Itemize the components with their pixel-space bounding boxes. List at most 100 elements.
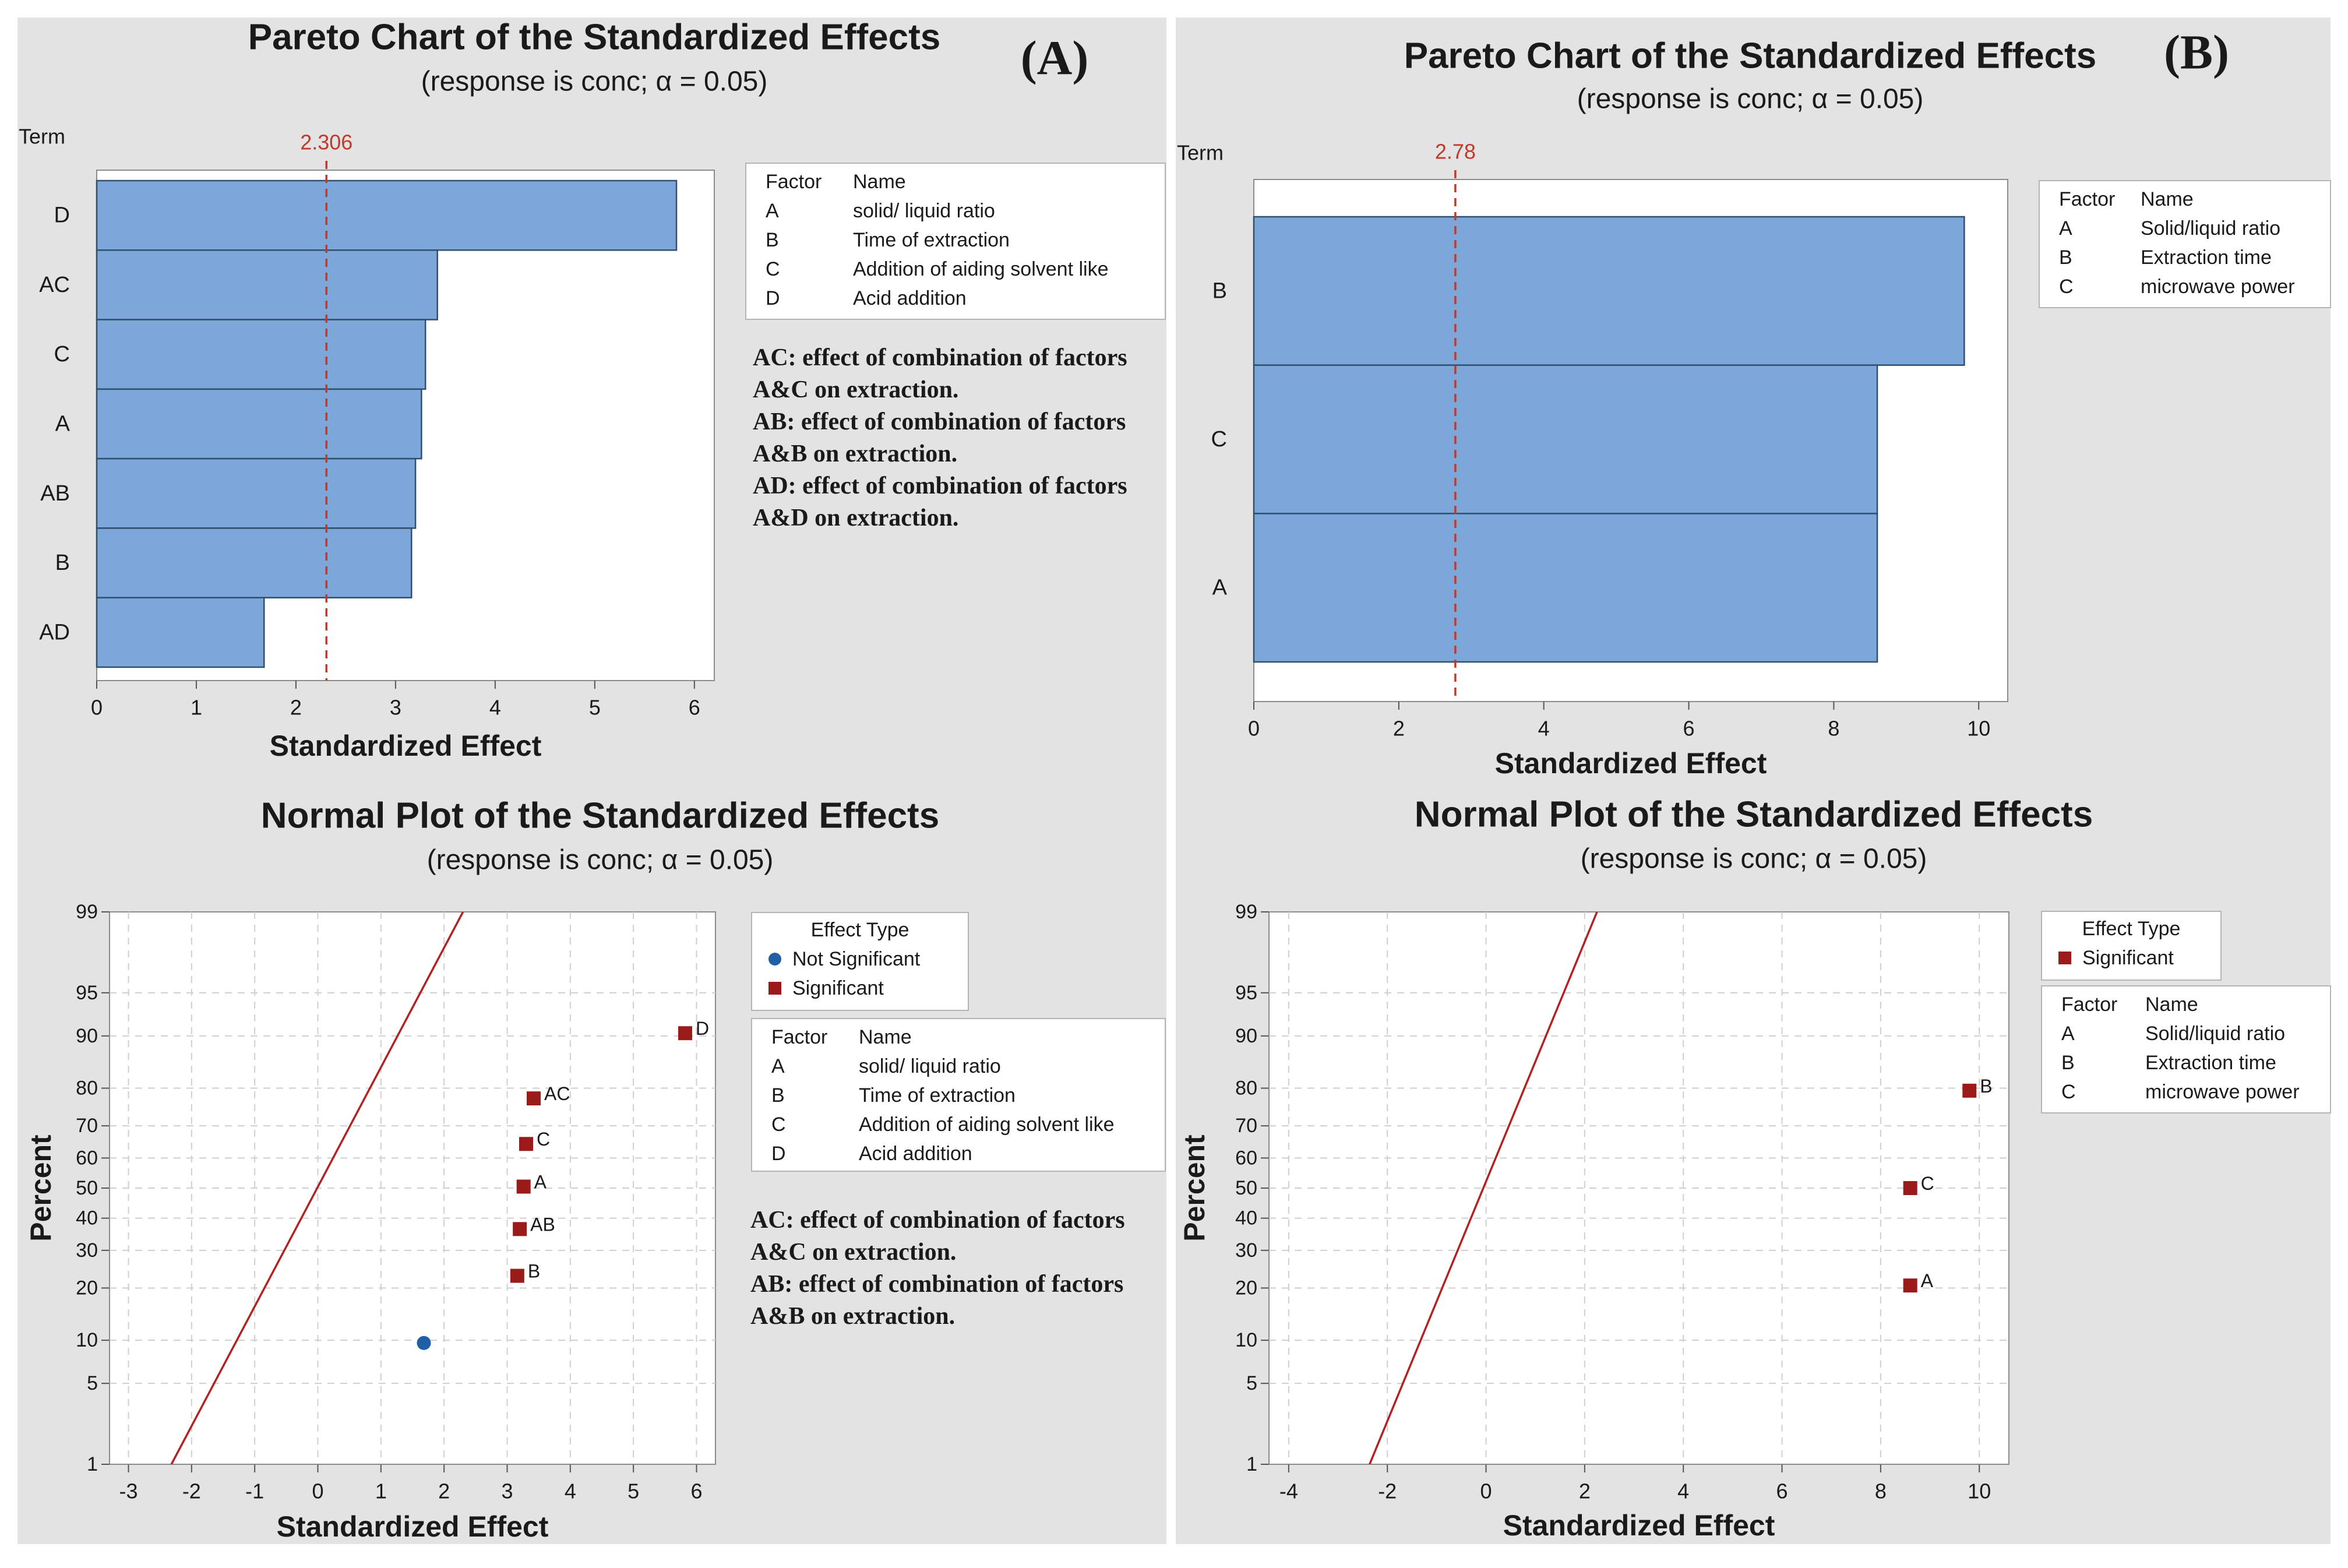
legend-factor-code: B xyxy=(771,1084,785,1107)
legend-header-name: Name xyxy=(853,171,906,193)
bar-A xyxy=(1253,513,1878,663)
y-tick-label: 40 xyxy=(1235,1207,1257,1229)
category-label: A xyxy=(55,412,70,436)
pareto-chart-1: Pareto Chart of the Standardized Effects… xyxy=(19,17,1166,762)
x-tick-label: 10 xyxy=(1968,1479,1991,1503)
normal-plot-2: Normal Plot of the Standardized Effects (… xyxy=(1178,795,2331,1542)
x-tick-label: 6 xyxy=(690,1479,702,1503)
y-axis-label: Percent xyxy=(1178,1134,1211,1242)
legend-factor-code: A xyxy=(2061,1023,2075,1045)
x-tick-label: -3 xyxy=(119,1479,138,1503)
y-tick-label: 99 xyxy=(1235,901,1257,923)
legend-factor-name: Solid/liquid ratio xyxy=(2141,217,2280,239)
y-tick-label: 20 xyxy=(76,1277,98,1299)
legend-factor-name: Acid addition xyxy=(859,1143,972,1165)
note-line: AD: effect of combination of factors xyxy=(753,473,1127,499)
x-tick-label: 8 xyxy=(1828,717,1839,741)
pareto-chart-2: Pareto Chart of the Standardized Effects… xyxy=(1177,26,2331,780)
legend-factor-name: Solid/liquid ratio xyxy=(2145,1023,2285,1045)
point-label: A xyxy=(1921,1270,1934,1291)
y-tick-label: 70 xyxy=(76,1115,98,1137)
effect-legend-title: Effect Type xyxy=(2082,918,2181,940)
chart-subtitle: (response is conc; α = 0.05) xyxy=(1581,844,1927,875)
chart-subtitle: (response is conc; α = 0.05) xyxy=(1577,84,1924,115)
significant-point xyxy=(513,1222,527,1236)
x-tick-label: 6 xyxy=(1776,1479,1788,1503)
y-tick-label: 40 xyxy=(76,1207,98,1229)
x-tick-label: 4 xyxy=(1677,1479,1689,1503)
legend-header-name: Name xyxy=(859,1026,912,1048)
chart-title: Pareto Chart of the Standardized Effects xyxy=(1404,36,2097,76)
reference-line-label: 2.78 xyxy=(1435,140,1476,164)
bar-C xyxy=(1253,364,1878,515)
category-label: C xyxy=(1211,427,1227,452)
note-line: AB: effect of combination of factors xyxy=(753,408,1126,435)
bar-D xyxy=(96,179,678,251)
legend-factor-name: solid/ liquid ratio xyxy=(853,200,995,222)
x-tick-label: 6 xyxy=(1683,717,1695,741)
panel-label: (B) xyxy=(2164,26,2229,80)
legend-factor-name: microwave power xyxy=(2145,1081,2300,1103)
chart-title: Normal Plot of the Standardized Effects xyxy=(1415,795,2093,835)
x-tick-label: -1 xyxy=(245,1479,264,1503)
y-tick-label: 70 xyxy=(1235,1115,1257,1137)
point-label: C xyxy=(537,1129,550,1150)
y-tick-label: 10 xyxy=(76,1329,98,1351)
legend-factor-name: Addition of aiding solvent like xyxy=(859,1114,1115,1136)
legend-factor-name: solid/ liquid ratio xyxy=(859,1055,1001,1077)
y-tick-label: 90 xyxy=(1235,1025,1257,1047)
category-label: A xyxy=(1212,576,1228,600)
legend-factor-name: Addition of aiding solvent like xyxy=(853,258,1109,280)
legend-header-factor: Factor xyxy=(771,1026,827,1048)
x-tick-label: 0 xyxy=(312,1479,323,1503)
x-tick-label: 4 xyxy=(565,1479,576,1503)
note-line: AB: effect of combination of factors xyxy=(750,1271,1123,1298)
significant-point xyxy=(678,1026,692,1041)
legend-factor-code: A xyxy=(771,1055,785,1077)
y-tick-label: 50 xyxy=(1235,1177,1257,1199)
y-tick-label: 60 xyxy=(1235,1147,1257,1169)
x-tick-label: 5 xyxy=(589,696,601,720)
effect-type-legend xyxy=(751,912,969,1011)
note-line: AC: effect of combination of factors xyxy=(753,344,1127,371)
x-tick-label: 4 xyxy=(1538,717,1550,741)
legend-factor-code: A xyxy=(766,200,779,222)
chart-title: Normal Plot of the Standardized Effects xyxy=(261,796,939,836)
normal-plot-1: Normal Plot of the Standardized Effects (… xyxy=(24,796,1166,1543)
x-tick-label: 3 xyxy=(501,1479,513,1503)
effect-type-legend xyxy=(2041,911,2222,981)
significant-point xyxy=(510,1269,524,1283)
legend-factor-code: B xyxy=(2061,1052,2075,1074)
significant-point xyxy=(1962,1083,1977,1098)
y-tick-label: 5 xyxy=(87,1372,98,1394)
note-line: A&B on extraction. xyxy=(753,441,957,467)
y-tick-label: 30 xyxy=(1235,1239,1257,1262)
panel-label: (A) xyxy=(1021,31,1089,86)
note-line: A&B on extraction. xyxy=(750,1303,955,1330)
y-tick-label: 80 xyxy=(1235,1077,1257,1100)
x-tick-label: 1 xyxy=(191,696,202,720)
note-line: AC: effect of combination of factors xyxy=(750,1207,1125,1234)
point-label: C xyxy=(1921,1173,1934,1194)
y-tick-label: 10 xyxy=(1235,1329,1257,1351)
not-significant-marker xyxy=(768,953,781,966)
y-tick-label: 30 xyxy=(76,1239,98,1262)
legend-factor-name: microwave power xyxy=(2141,276,2295,298)
bar-A xyxy=(96,388,422,460)
significant-point xyxy=(527,1091,541,1106)
bar-AB xyxy=(96,457,417,529)
point-label: B xyxy=(528,1261,540,1282)
x-tick-label: 4 xyxy=(489,696,501,720)
legend-header-name: Name xyxy=(2145,993,2198,1016)
y-tick-label: 1 xyxy=(87,1453,98,1475)
x-tick-label: 3 xyxy=(390,696,401,720)
legend-header-factor: Factor xyxy=(2059,188,2115,210)
x-tick-label: 6 xyxy=(689,696,700,720)
legend-header-factor: Factor xyxy=(2061,993,2117,1016)
chart-subtitle: (response is conc; α = 0.05) xyxy=(421,66,768,97)
category-label: AC xyxy=(39,273,70,297)
note-line: A&D on extraction. xyxy=(753,505,958,531)
legend-factor-name: Acid addition xyxy=(853,287,967,309)
significant-marker xyxy=(2058,952,2071,964)
legend-factor-name: Time of extraction xyxy=(859,1084,1016,1107)
